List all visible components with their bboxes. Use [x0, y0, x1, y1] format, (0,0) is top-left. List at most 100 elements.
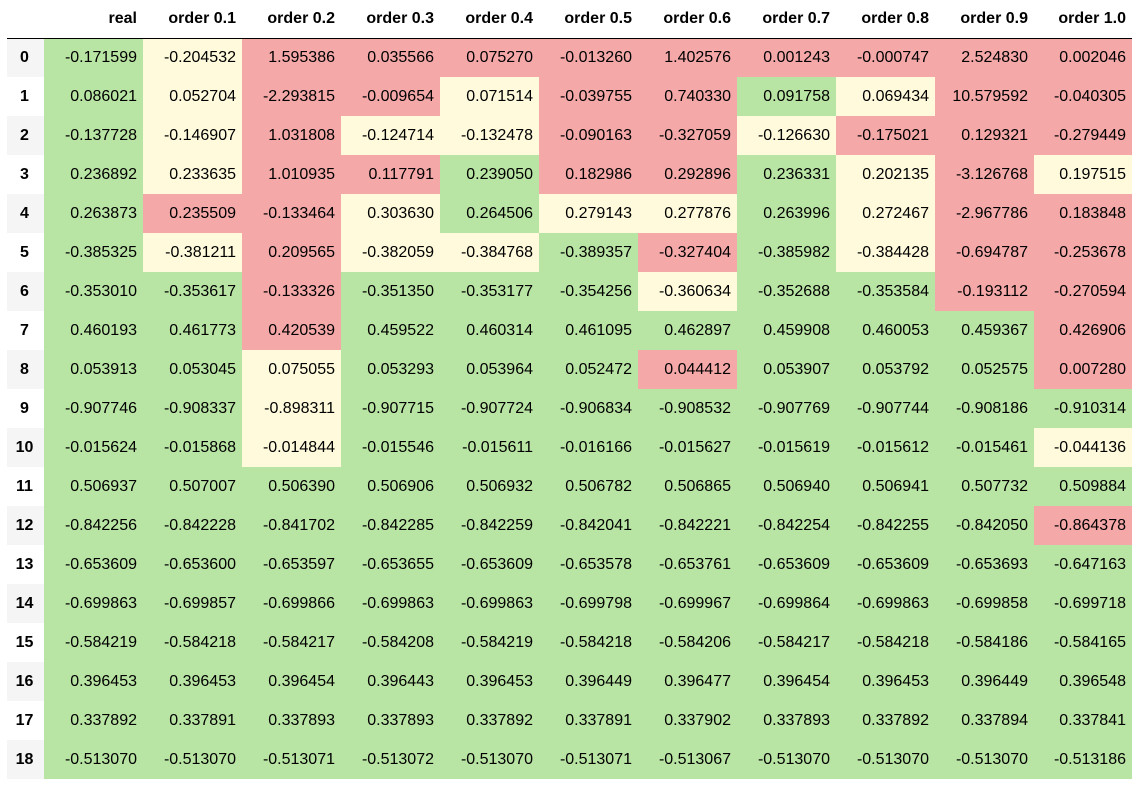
table-row: 9 -0.907746 -0.908337 -0.898311 -0.907715 -0.… [7, 389, 1132, 428]
table-cell: -0.694787 [935, 233, 1034, 272]
table-cell: 0.001243 [737, 38, 836, 77]
table-row: 16 0.396453 0.396453 0.396454 0.396443 0.3964… [7, 662, 1132, 701]
table-cell: -0.040305 [1034, 77, 1132, 116]
table-cell: -0.907769 [737, 389, 836, 428]
table-cell: -0.842256 [44, 506, 143, 545]
table-cell: 0.236892 [44, 155, 143, 194]
row-index: 5 [7, 233, 44, 272]
table-cell: -0.699863 [836, 584, 935, 623]
table-cell: 0.337892 [44, 701, 143, 740]
table-cell: 0.740330 [638, 77, 737, 116]
table-cell: 0.052575 [935, 350, 1034, 389]
table-cell: 0.506865 [638, 467, 737, 506]
table-cell: -0.513067 [638, 740, 737, 779]
table-cell: -0.513070 [44, 740, 143, 779]
table-row: 1 0.086021 0.052704 -2.293815 -0.009654 0.071… [7, 77, 1132, 116]
table-cell: -0.653609 [44, 545, 143, 584]
table-cell: -0.647163 [1034, 545, 1132, 584]
table-cell: 0.396453 [44, 662, 143, 701]
table-cell: 0.292896 [638, 155, 737, 194]
table-cell: 0.459522 [341, 311, 440, 350]
table-cell: -0.584208 [341, 623, 440, 662]
table-cell: 10.579592 [935, 77, 1034, 116]
table-cell: -0.653597 [242, 545, 341, 584]
table-cell: 0.071514 [440, 77, 539, 116]
table-cell: -0.000747 [836, 38, 935, 77]
table-cell: 0.035566 [341, 38, 440, 77]
table-cell: 0.183848 [1034, 194, 1132, 233]
table-cell: 0.506782 [539, 467, 638, 506]
table-cell: 0.507732 [935, 467, 1034, 506]
table-cell: -0.015627 [638, 428, 737, 467]
table-cell: -0.653578 [539, 545, 638, 584]
table-cell: -0.351350 [341, 272, 440, 311]
table-cell: -0.513071 [539, 740, 638, 779]
table-cell: -0.513070 [440, 740, 539, 779]
table-cell: 0.052472 [539, 350, 638, 389]
table-cell: 0.396449 [539, 662, 638, 701]
row-index: 18 [7, 740, 44, 779]
row-index: 15 [7, 623, 44, 662]
table-cell: -0.699798 [539, 584, 638, 623]
table-row: 6 -0.353010 -0.353617 -0.133326 -0.351350 -0.… [7, 272, 1132, 311]
table-cell: -0.653609 [836, 545, 935, 584]
table-cell: -0.384768 [440, 233, 539, 272]
table-cell: -3.126768 [935, 155, 1034, 194]
table-cell: -0.015461 [935, 428, 1034, 467]
table-cell: 0.044412 [638, 350, 737, 389]
table-row: 13 -0.653609 -0.653600 -0.653597 -0.653655 -0… [7, 545, 1132, 584]
table-cell: -0.015624 [44, 428, 143, 467]
table-cell: -0.270594 [1034, 272, 1132, 311]
table-cell: -0.584218 [143, 623, 242, 662]
column-header: order 0.1 [143, 0, 242, 39]
table-cell: 0.459367 [935, 311, 1034, 350]
table-cell: 0.506390 [242, 467, 341, 506]
table-cell: -0.653693 [935, 545, 1034, 584]
table-row: 18 -0.513070 -0.513070 -0.513071 -0.513072 -0… [7, 740, 1132, 779]
table-cell: 0.337893 [242, 701, 341, 740]
table-cell: -0.584219 [44, 623, 143, 662]
row-index: 11 [7, 467, 44, 506]
table-cell: -0.699857 [143, 584, 242, 623]
table-cell: 0.007280 [1034, 350, 1132, 389]
table-cell: 0.053293 [341, 350, 440, 389]
table-cell: -0.842228 [143, 506, 242, 545]
column-header: order 0.3 [341, 0, 440, 39]
table-cell: 0.117791 [341, 155, 440, 194]
table-cell: 0.396454 [242, 662, 341, 701]
table-cell: -0.015546 [341, 428, 440, 467]
table-cell: 0.239050 [440, 155, 539, 194]
table-cell: -0.842221 [638, 506, 737, 545]
table-cell: -0.385325 [44, 233, 143, 272]
table-cell: -2.293815 [242, 77, 341, 116]
table-cell: -0.653609 [737, 545, 836, 584]
table-cell: -0.584217 [737, 623, 836, 662]
table-cell: -0.354256 [539, 272, 638, 311]
table-cell: 0.337893 [341, 701, 440, 740]
table-cell: 0.075055 [242, 350, 341, 389]
table-cell: -0.015619 [737, 428, 836, 467]
table-cell: 0.263996 [737, 194, 836, 233]
table-cell: -0.699863 [341, 584, 440, 623]
table-cell: -0.584206 [638, 623, 737, 662]
styled-dataframe-table: real order 0.1 order 0.2 order 0.3 order 0.4… [7, 0, 1132, 779]
table-cell: -0.907744 [836, 389, 935, 428]
table-cell: 0.506937 [44, 467, 143, 506]
table-cell: -0.584217 [242, 623, 341, 662]
table-cell: -0.841702 [242, 506, 341, 545]
table-row: 3 0.236892 0.233635 1.010935 0.117791 0.23905… [7, 155, 1132, 194]
table-cell: 0.507007 [143, 467, 242, 506]
table-cell: -0.908337 [143, 389, 242, 428]
table-cell: -0.385982 [737, 233, 836, 272]
table-cell: 0.462897 [638, 311, 737, 350]
row-index: 9 [7, 389, 44, 428]
table-cell: -0.584218 [539, 623, 638, 662]
table-cell: 0.091758 [737, 77, 836, 116]
dataframe-output: real order 0.1 order 0.2 order 0.3 order 0.4… [7, 0, 1132, 779]
table-cell: 0.233635 [143, 155, 242, 194]
table-cell: 0.337841 [1034, 701, 1132, 740]
row-index: 14 [7, 584, 44, 623]
table-row: 12 -0.842256 -0.842228 -0.841702 -0.842285 -0… [7, 506, 1132, 545]
table-cell: 0.264506 [440, 194, 539, 233]
table-row: 2 -0.137728 -0.146907 1.031808 -0.124714 -0.1… [7, 116, 1132, 155]
